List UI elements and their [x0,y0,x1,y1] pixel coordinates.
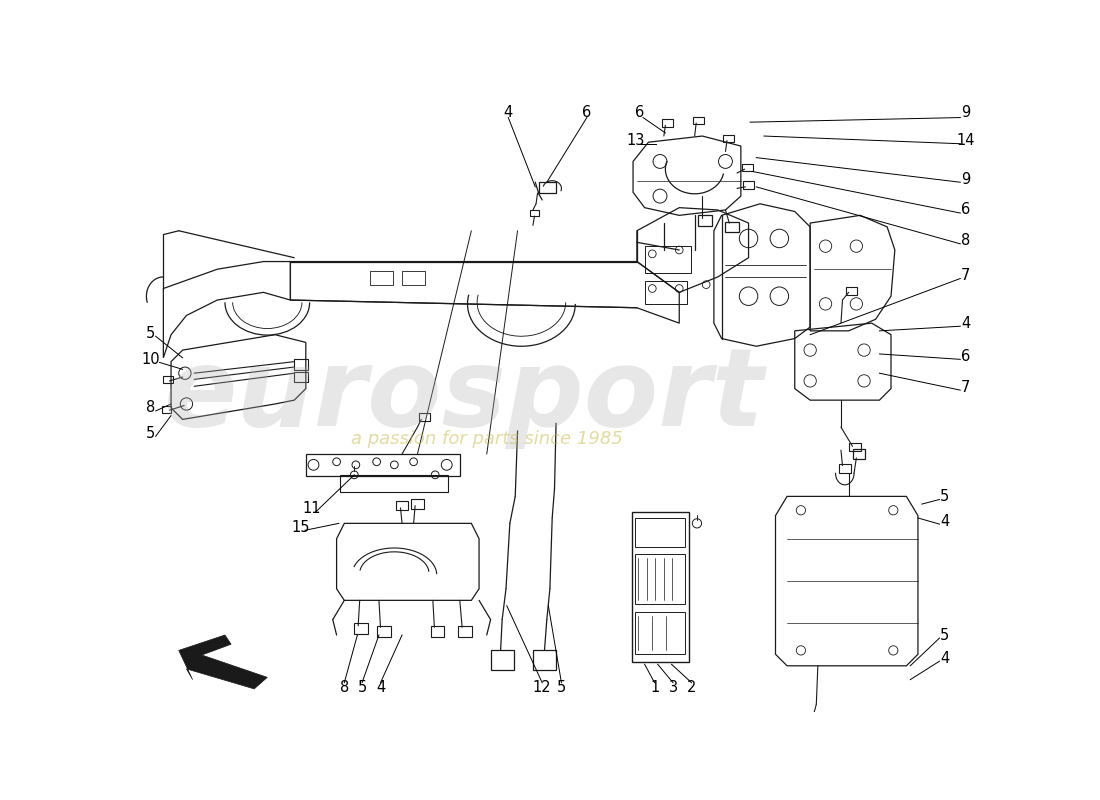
Text: 4: 4 [961,316,970,330]
Bar [631,512,690,662]
Text: 7: 7 [961,379,970,394]
Bar [801,757,813,767]
Bar [636,518,685,547]
Text: 4: 4 [940,514,949,529]
Text: 7: 7 [961,268,970,283]
Bar [852,449,865,459]
Bar [846,287,857,294]
Bar [693,117,704,125]
Bar [162,406,172,414]
Text: 6: 6 [582,106,592,121]
Bar [396,501,408,510]
Text: 5: 5 [940,627,949,642]
Text: 5: 5 [145,326,155,341]
Bar [530,210,539,216]
Bar [295,372,308,382]
Bar [636,554,685,604]
Text: 3: 3 [669,680,678,695]
Bar [354,623,368,634]
Text: 9: 9 [961,106,970,121]
Text: 15: 15 [292,520,310,534]
Text: 6: 6 [961,202,970,218]
Bar [849,442,861,451]
Bar [491,650,514,670]
Bar [295,359,308,370]
Bar [726,222,739,232]
Bar [697,215,712,226]
Bar [744,182,754,189]
Bar [430,626,444,637]
Text: 8: 8 [961,234,970,248]
Text: 4: 4 [504,106,513,121]
Text: 9: 9 [961,172,970,186]
Text: a passion for parts since 1985: a passion for parts since 1985 [351,430,623,448]
Bar [419,414,430,421]
Bar [459,626,472,637]
Bar [163,375,173,383]
Text: 8: 8 [145,400,155,415]
Bar [411,499,424,509]
Bar [534,650,557,670]
Text: 10: 10 [141,352,160,367]
Text: 5: 5 [145,426,155,441]
Text: 11: 11 [301,502,320,516]
Text: 4: 4 [376,680,385,695]
Text: 5: 5 [557,680,566,695]
Bar [306,454,460,476]
Text: 14: 14 [956,133,975,148]
Text: 2: 2 [686,680,696,695]
Bar [636,612,685,654]
Text: 4: 4 [940,650,949,666]
Bar [370,270,393,285]
Bar [662,119,673,127]
Text: 6: 6 [961,349,970,364]
Text: 6: 6 [635,106,643,121]
Bar [645,281,686,304]
Text: 1: 1 [650,680,659,695]
Bar [539,182,557,193]
Bar [341,475,449,492]
Bar [838,464,851,473]
Bar [645,246,691,273]
Text: eurosport: eurosport [164,343,763,450]
Bar [805,726,818,737]
Text: 5: 5 [358,680,366,695]
Text: 5: 5 [940,489,949,504]
Bar [403,270,425,285]
Bar [742,164,754,171]
Bar [376,626,390,637]
Text: 12: 12 [532,680,551,695]
Bar [723,134,734,142]
Polygon shape [178,635,267,689]
Text: 13: 13 [626,133,645,148]
Text: 8: 8 [340,680,349,695]
